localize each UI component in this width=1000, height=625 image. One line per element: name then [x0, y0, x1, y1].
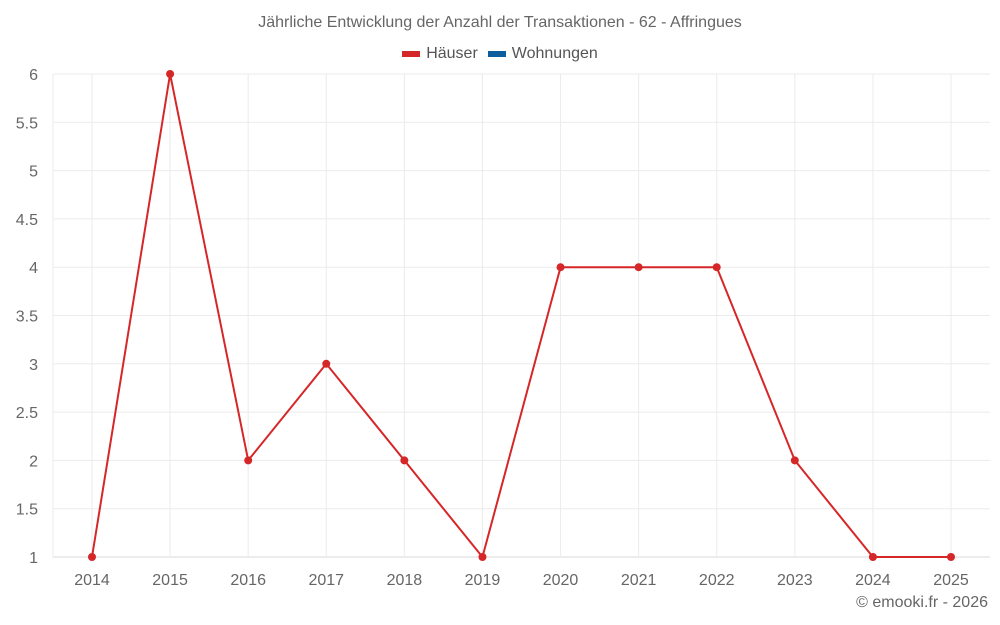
x-tick-label: 2014 — [74, 572, 110, 589]
data-point — [634, 263, 643, 272]
data-point — [712, 263, 721, 272]
data-point — [868, 553, 877, 561]
data-point — [244, 456, 253, 465]
x-tick-label: 2020 — [543, 572, 579, 589]
x-tick-label: 2017 — [308, 572, 344, 589]
legend-swatch-icon — [487, 51, 506, 57]
y-tick-label: 3 — [29, 357, 38, 374]
data-point — [790, 456, 799, 465]
y-tick-label: 5 — [29, 164, 38, 181]
x-tick-label: 2021 — [621, 572, 657, 589]
x-tick-label: 2024 — [855, 572, 891, 589]
y-tick-label: 4.5 — [16, 212, 38, 229]
x-tick-label: 2016 — [230, 572, 266, 589]
data-point — [556, 263, 565, 272]
legend-label: Häuser — [426, 45, 478, 62]
legend: Häuser Wohnungen — [0, 45, 1000, 63]
legend-label: Wohnungen — [511, 45, 598, 62]
y-tick-label: 1 — [29, 550, 38, 567]
legend-swatch-icon — [402, 51, 421, 57]
x-tick-label: 2023 — [777, 572, 813, 589]
x-tick-label: 2025 — [933, 572, 969, 589]
chart-title: Jährliche Entwicklung der Anzahl der Tra… — [258, 14, 742, 31]
data-point — [478, 553, 487, 561]
y-tick-label: 3.5 — [16, 309, 38, 326]
legend-item-haeuser[interactable]: Häuser — [402, 45, 478, 63]
data-point — [947, 553, 955, 561]
x-tick-label: 2018 — [387, 572, 423, 589]
data-point — [166, 70, 175, 78]
y-tick-label: 2.5 — [16, 405, 38, 422]
legend-item-wohnungen[interactable]: Wohnungen — [487, 45, 598, 63]
y-tick-label: 6 — [29, 67, 38, 84]
x-tick-label: 2015 — [152, 572, 188, 589]
y-tick-label: 5.5 — [16, 115, 38, 132]
data-point — [400, 456, 409, 465]
y-tick-label: 1.5 — [16, 502, 38, 519]
x-tick-label: 2022 — [699, 572, 735, 589]
x-tick-label: 2019 — [465, 572, 501, 589]
y-tick-label: 4 — [29, 260, 38, 277]
y-tick-label: 2 — [29, 453, 38, 470]
series-line — [91, 73, 951, 560]
credit-text: © emooki.fr - 2026 — [856, 594, 988, 611]
data-point — [88, 553, 96, 561]
data-point — [322, 359, 331, 368]
